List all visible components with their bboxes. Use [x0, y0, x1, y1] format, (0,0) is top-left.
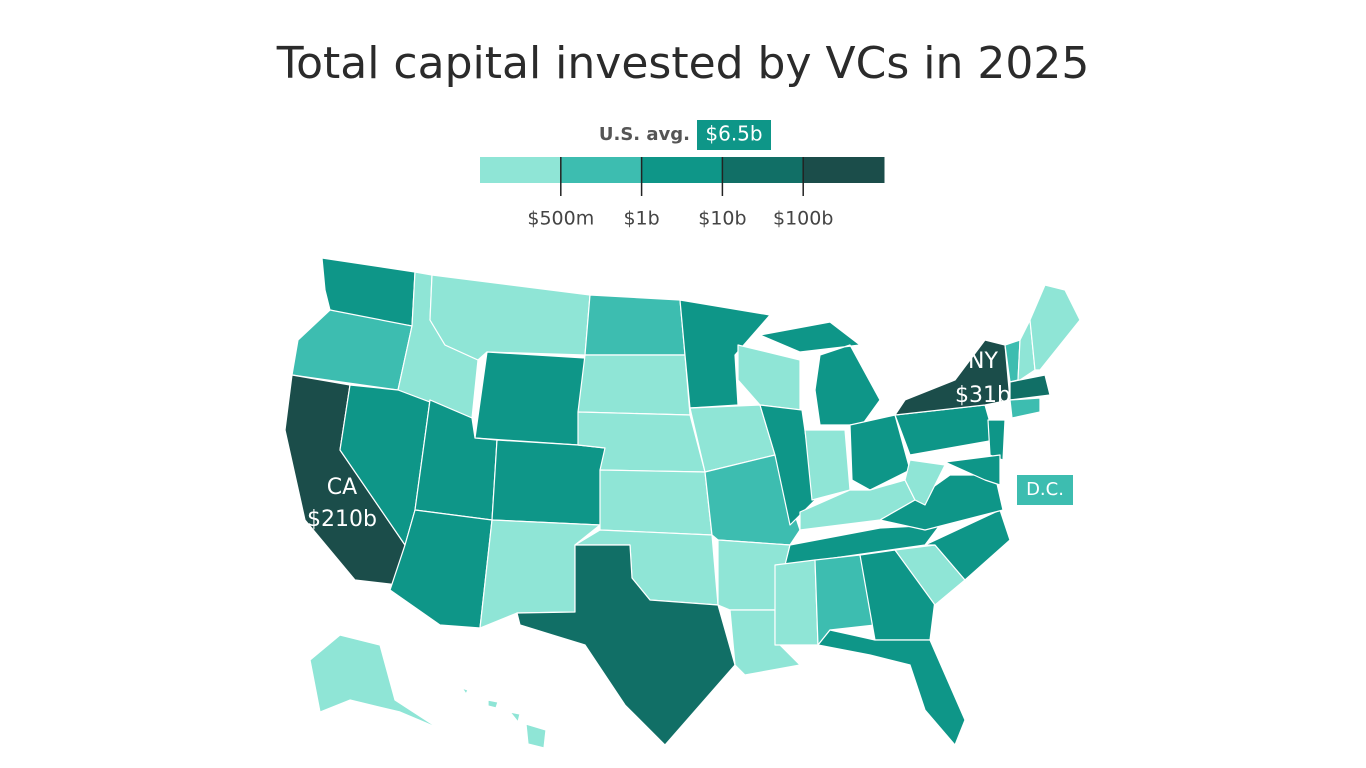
- region: [1009, 397, 1041, 419]
- region: [1017, 319, 1036, 381]
- region: [474, 351, 586, 446]
- dc-label: D.C.: [1026, 479, 1064, 500]
- region: [944, 454, 1001, 486]
- region: [784, 524, 941, 566]
- region: [1009, 374, 1051, 401]
- dc-box: [1017, 475, 1073, 505]
- region: [924, 509, 1011, 581]
- legend-tick-label: $1b: [623, 208, 659, 230]
- legend-swatch: [480, 157, 562, 183]
- avg-label: U.S. avg.: [599, 124, 690, 145]
- region: [599, 469, 713, 536]
- legend-swatch: [641, 157, 723, 183]
- region: [291, 309, 413, 391]
- region-value: $31b: [955, 383, 1011, 408]
- region: [1029, 284, 1081, 371]
- region: [516, 544, 736, 746]
- region: [849, 414, 911, 491]
- avg-value: $6.5b: [705, 122, 762, 146]
- region: [774, 559, 819, 646]
- region-value: $210b: [307, 507, 377, 532]
- region: [817, 629, 966, 746]
- region-name: CA: [327, 475, 357, 500]
- legend-tick-label: $100b: [773, 208, 833, 230]
- region: [577, 354, 691, 416]
- region: [987, 419, 1006, 461]
- legend-tick-label: $500m: [527, 208, 594, 230]
- region: [737, 344, 801, 411]
- region: [309, 634, 439, 729]
- labels: CA $210b NY $31b D.C.: [307, 349, 1073, 532]
- legend-tick-label: $10b: [698, 208, 746, 230]
- legend-swatch: [803, 157, 885, 183]
- avg-box: [697, 120, 771, 150]
- region: [814, 554, 876, 646]
- region: [429, 274, 591, 361]
- region: [804, 429, 851, 501]
- region: [584, 294, 686, 356]
- title: Total capital invested by VCs in 2025: [276, 38, 1090, 89]
- region: [859, 549, 936, 641]
- region: [904, 459, 946, 506]
- map: [284, 257, 1081, 749]
- region-name: NY: [968, 349, 998, 374]
- region: [894, 339, 1011, 416]
- legend-swatch: [722, 157, 804, 183]
- region: [491, 439, 606, 526]
- region: [679, 299, 771, 409]
- legend-swatch: [560, 157, 643, 183]
- legend: $500m $1b $10b $100b: [480, 157, 885, 230]
- region: [461, 687, 547, 749]
